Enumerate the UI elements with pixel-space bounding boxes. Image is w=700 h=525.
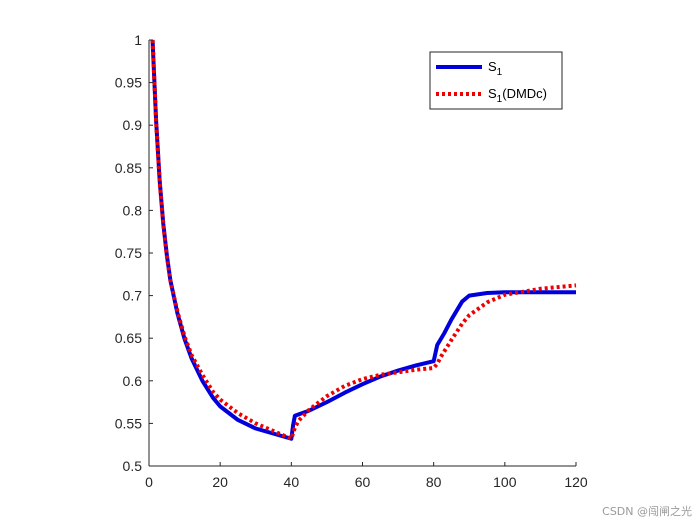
x-tick-label: 80 [426, 474, 442, 490]
x-axis-ticks: 0 20 40 60 80 100 120 [145, 462, 588, 490]
y-tick-label: 0.95 [115, 75, 142, 91]
series-line-s1 [150, 39, 576, 441]
plot-area [149, 40, 576, 466]
y-tick-label: 0.65 [115, 330, 142, 346]
x-tick-label: 40 [284, 474, 300, 490]
x-tick-label: 100 [493, 474, 517, 490]
legend-label-s1-dmdc: S1(DMDc) [488, 86, 547, 105]
y-tick-label: 0.7 [123, 288, 143, 304]
y-tick-label: 1 [134, 32, 142, 48]
y-tick-label: 0.75 [115, 245, 142, 261]
legend: S1 S1(DMDc) [429, 51, 563, 110]
x-tick-label: 0 [145, 474, 153, 490]
series-layer [150, 39, 577, 441]
y-tick-label: 0.85 [115, 160, 142, 176]
x-tick-label: 120 [564, 474, 588, 490]
y-tick-label: 0.9 [123, 117, 143, 133]
legend-box [429, 51, 563, 110]
x-tick-label: 20 [212, 474, 228, 490]
watermark: CSDN @闯闸之光 [602, 505, 692, 518]
y-tick-label: 0.5 [123, 458, 143, 474]
y-axis-ticks: 0.5 0.55 0.6 0.65 0.7 0.75 0.8 0.85 0.9 0.95 1 [115, 32, 153, 474]
x-tick-label: 60 [355, 474, 371, 490]
series-line-s1-dmdc [150, 39, 577, 441]
legend-label-s1: S1 [488, 59, 503, 78]
y-tick-label: 0.6 [123, 373, 143, 389]
y-tick-label: 0.8 [123, 202, 143, 218]
y-tick-label: 0.55 [115, 415, 142, 431]
